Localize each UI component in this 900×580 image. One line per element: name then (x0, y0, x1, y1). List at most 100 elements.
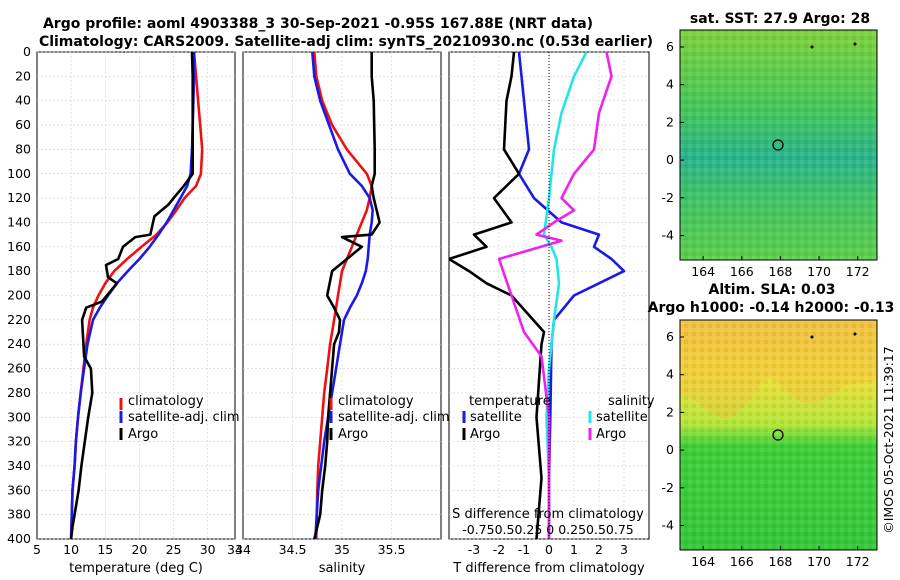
x-tick-label: 0 (545, 542, 553, 557)
difference-legend: temperature satellite Argo salinity sate… (462, 394, 655, 442)
y-tick-label: 220 (7, 312, 31, 327)
imos-credit: ©IMOS 05-Oct-2021 11:39:17 (881, 346, 896, 534)
legend-heading-salinity: salinity (608, 394, 655, 409)
temperature-legend: climatology satellite-adj. clim Argo (119, 394, 240, 442)
sst-map-title: sat. SST: 27.9 Argo: 28 (690, 11, 870, 27)
x-tick-label: -2 (493, 542, 505, 557)
x-tick-label: 30 (200, 542, 216, 557)
x-tick-label: 34 (235, 542, 251, 557)
map-x-tick-label: 166 (730, 264, 754, 279)
map-x-tick-label: 168 (769, 264, 793, 279)
x-tick-label: 2 (595, 542, 603, 557)
legend-label-t-satellite: satellite (470, 410, 522, 425)
y-tick-label: 400 (7, 531, 31, 546)
legend-label-climatology: climatology (338, 394, 414, 409)
y-tick-label: 140 (7, 214, 31, 229)
legend-heading-temperature: temperature (469, 394, 551, 409)
y-tick-label: 280 (7, 385, 31, 400)
y-tick-label: 120 (7, 190, 31, 205)
y-tick-label: 80 (15, 141, 31, 156)
map-y-tick-label: 6 (666, 329, 674, 344)
x-tick-label: -3 (468, 542, 480, 557)
y-tick-label: 240 (7, 336, 31, 351)
s-difference-ticks: -0.750.50.25 0 0.250.50.75 (462, 522, 634, 537)
difference-xlabel: T difference from climatology (452, 561, 645, 576)
y-tick-label: 200 (7, 288, 31, 303)
x-tick-label: 5 (33, 542, 41, 557)
legend-label-t-argo: Argo (470, 427, 500, 442)
legend-label-s-satellite: satellite (596, 410, 648, 425)
temperature-xlabel: temperature (deg C) (69, 561, 203, 576)
sst-map-texture (680, 30, 877, 260)
x-tick-label: 25 (166, 542, 182, 557)
y-tick-label: 20 (15, 68, 31, 83)
sst-map-frame (679, 29, 878, 261)
salinity-xlabel: salinity (319, 561, 366, 576)
x-tick-label: 34.5 (279, 542, 307, 557)
map-x-tick-label: 166 (730, 554, 754, 569)
sla-coast-dot (853, 332, 857, 336)
legend-label-s-argo: Argo (596, 427, 626, 442)
panel-series-1 (311, 52, 381, 539)
sla-map-title: Altim. SLA: 0.03 (708, 282, 835, 298)
y-tick-label: 340 (7, 458, 31, 473)
x-tick-label: 10 (63, 542, 79, 557)
x-tick-label: 1 (570, 542, 578, 557)
y-tick-label: 180 (7, 263, 31, 278)
figure-title-line2: Climatology: CARS2009. Satellite-adj cli… (39, 34, 653, 50)
map-y-tick-label: 2 (666, 114, 674, 129)
line-layer (69, 52, 626, 539)
legend-label-argo: Argo (128, 427, 158, 442)
figure-title-line1: Argo profile: aoml 4903388_3 30-Sep-2021… (43, 16, 593, 32)
y-tick-label: 60 (15, 117, 31, 132)
panel-series-0 (69, 52, 204, 539)
sst-map-ticks: 164 166 168 170 172 6 4 2 0 -2 -4 (662, 39, 870, 279)
series-line-argo (69, 52, 194, 539)
y-tick-label: 0 (23, 44, 31, 59)
map-y-tick-label: -2 (662, 190, 674, 205)
x-tick-label: -1 (518, 542, 530, 557)
series-line-argo (313, 52, 381, 539)
map-y-tick-label: 4 (666, 77, 674, 92)
map-x-tick-label: 168 (769, 554, 793, 569)
y-tick-label: 160 (7, 239, 31, 254)
map-y-tick-label: 6 (666, 39, 674, 54)
y-tick-label: 380 (7, 507, 31, 522)
legend-label-satellite: satellite-adj. clim (128, 410, 240, 425)
sla-map-frame (679, 319, 878, 551)
map-x-tick-label: 172 (846, 554, 870, 569)
map-y-tick-label: -2 (662, 480, 674, 495)
series-line-climatology (313, 52, 374, 539)
map-x-tick-label: 172 (846, 264, 870, 279)
x-tick-label: 20 (131, 542, 147, 557)
legend-label-climatology: climatology (128, 394, 204, 409)
map-y-tick-label: 4 (666, 367, 674, 382)
map-y-tick-label: 0 (666, 442, 674, 457)
x-tick-label: 15 (97, 542, 113, 557)
sla-map-subtitle: Argo h1000: -0.14 h2000: -0.13 (648, 300, 895, 316)
sla-map-ticks: 164 166 168 170 172 6 4 2 0 -2 -4 (662, 329, 870, 569)
map-x-tick-label: 170 (807, 264, 831, 279)
y-tick-label: 320 (7, 434, 31, 449)
x-tick-label: 35 (334, 542, 350, 557)
x-tick-label: 3 (620, 542, 628, 557)
map-x-tick-label: 164 (691, 554, 715, 569)
series-line-salinity-argo (497, 52, 613, 539)
y-tick-label: 100 (7, 166, 31, 181)
sst-coast-dot (810, 45, 814, 49)
s-difference-xlabel: S difference from climatology (452, 507, 644, 522)
sla-map-texture (680, 320, 877, 550)
x-tick-label: 34 (227, 542, 243, 557)
sla-coast-dot (810, 335, 814, 339)
map-y-tick-label: -4 (662, 517, 675, 532)
y-tick-label: 40 (15, 93, 31, 108)
y-tick-label: 300 (7, 409, 31, 424)
x-tick-label: 35.5 (378, 542, 406, 557)
map-x-tick-label: 164 (691, 264, 715, 279)
sla-argo-position-marker (772, 429, 784, 441)
map-y-tick-label: 0 (666, 152, 674, 167)
panel-series-2 (449, 52, 626, 539)
tick-layer: 0204060801001201401601802002202402602803… (7, 44, 628, 557)
map-x-tick-label: 170 (807, 554, 831, 569)
